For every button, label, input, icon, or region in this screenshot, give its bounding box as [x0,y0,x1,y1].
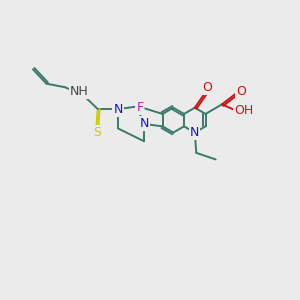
Text: N: N [190,126,200,139]
Text: S: S [93,126,101,140]
Text: O: O [202,81,212,94]
Text: OH: OH [234,104,253,117]
Text: O: O [236,85,246,98]
Text: N: N [113,103,123,116]
Text: N: N [139,118,149,130]
Text: NH: NH [70,85,88,98]
Text: F: F [136,101,143,115]
